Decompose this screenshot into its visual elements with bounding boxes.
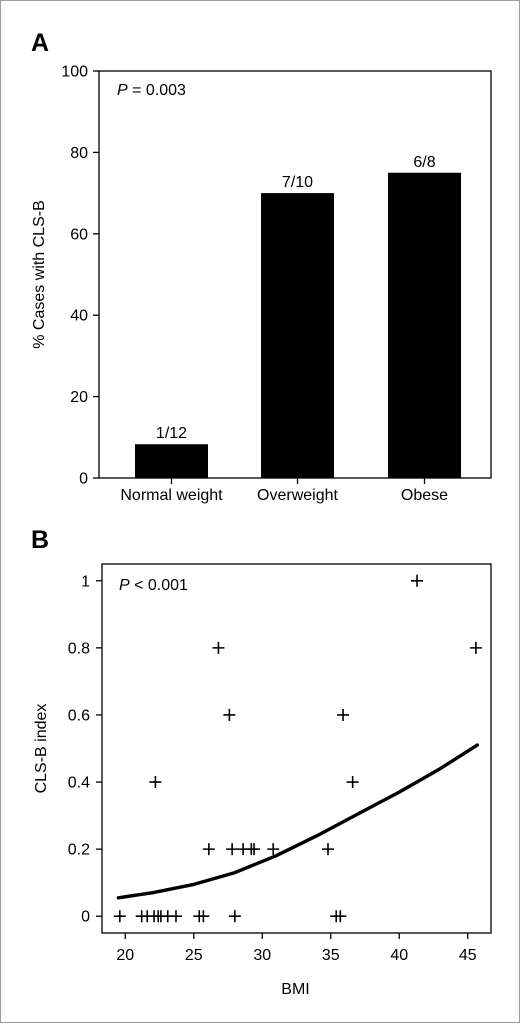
x-tick-label: 30 xyxy=(253,947,271,964)
y-tick-label: 0.6 xyxy=(68,707,90,724)
y-axis-title: CLS-B index xyxy=(33,704,50,794)
data-point xyxy=(202,843,215,856)
data-label-obese: 6/8 xyxy=(413,154,435,171)
y-tick-label: 0.2 xyxy=(68,842,90,859)
y-tick-label: 0.4 xyxy=(68,775,90,792)
data-point xyxy=(212,641,225,654)
y-tick-label: 60 xyxy=(70,226,88,243)
x-tick-label: 45 xyxy=(459,947,477,964)
data-point xyxy=(149,776,162,789)
panel-a-bar-chart: 0 20 40 60 80 100 % Cases with CLS-B 1/12 Normal… xyxy=(31,64,492,504)
p-value-annotation: P < 0.001 xyxy=(119,577,188,594)
data-point xyxy=(346,776,359,789)
data-point xyxy=(223,708,236,721)
p-symbol: P xyxy=(117,82,128,99)
data-point xyxy=(197,910,210,923)
data-label-overweight: 7/10 xyxy=(282,174,313,191)
data-point xyxy=(267,843,280,856)
p-value-text: = 0.003 xyxy=(128,82,186,99)
y-tick-label: 100 xyxy=(61,64,88,81)
data-point xyxy=(169,910,182,923)
data-point xyxy=(469,641,482,654)
data-point xyxy=(248,843,261,856)
data-point xyxy=(322,843,335,856)
panel-label-a: A xyxy=(31,29,49,57)
bar-obese xyxy=(388,172,461,478)
data-point xyxy=(334,910,347,923)
bar-normal-weight xyxy=(135,444,208,478)
y-tick-label: 40 xyxy=(70,308,88,325)
data-label-normal-weight: 1/12 xyxy=(156,425,187,442)
y-tick-label: 0.8 xyxy=(68,640,90,657)
data-point xyxy=(226,843,239,856)
y-tick-label: 0 xyxy=(79,471,88,488)
y-tick-label: 80 xyxy=(70,145,88,162)
y-tick-label: 1 xyxy=(81,573,90,590)
p-value-text: < 0.001 xyxy=(130,577,188,594)
panel-label-b: B xyxy=(31,526,49,554)
x-tick-label-overweight: Overweight xyxy=(257,487,338,504)
p-symbol: P xyxy=(119,577,130,594)
fit-curve xyxy=(116,743,479,900)
plot-frame xyxy=(101,563,492,934)
x-tick-label: 20 xyxy=(116,947,134,964)
bar-overweight xyxy=(261,193,334,478)
x-tick-label: 25 xyxy=(185,947,203,964)
panel-b-scatter-plot: 0 0.2 0.4 0.6 0.8 1 20 25 30 35 40 45 BMI CLS-B index… xyxy=(33,563,492,998)
x-tick-label: 35 xyxy=(322,947,340,964)
x-tick-label-obese: Obese xyxy=(401,487,448,504)
data-point xyxy=(228,910,241,923)
x-tick-label-normal-weight: Normal weight xyxy=(120,487,223,504)
data-point xyxy=(337,708,350,721)
y-tick-label: 0 xyxy=(81,909,90,926)
data-point xyxy=(411,574,424,587)
data-point xyxy=(113,910,126,923)
y-axis-title: % Cases with CLS-B xyxy=(31,200,48,349)
y-tick-label: 20 xyxy=(70,389,88,406)
x-tick-label: 40 xyxy=(390,947,408,964)
x-axis-title: BMI xyxy=(281,981,309,998)
p-value-annotation: P = 0.003 xyxy=(117,82,186,99)
